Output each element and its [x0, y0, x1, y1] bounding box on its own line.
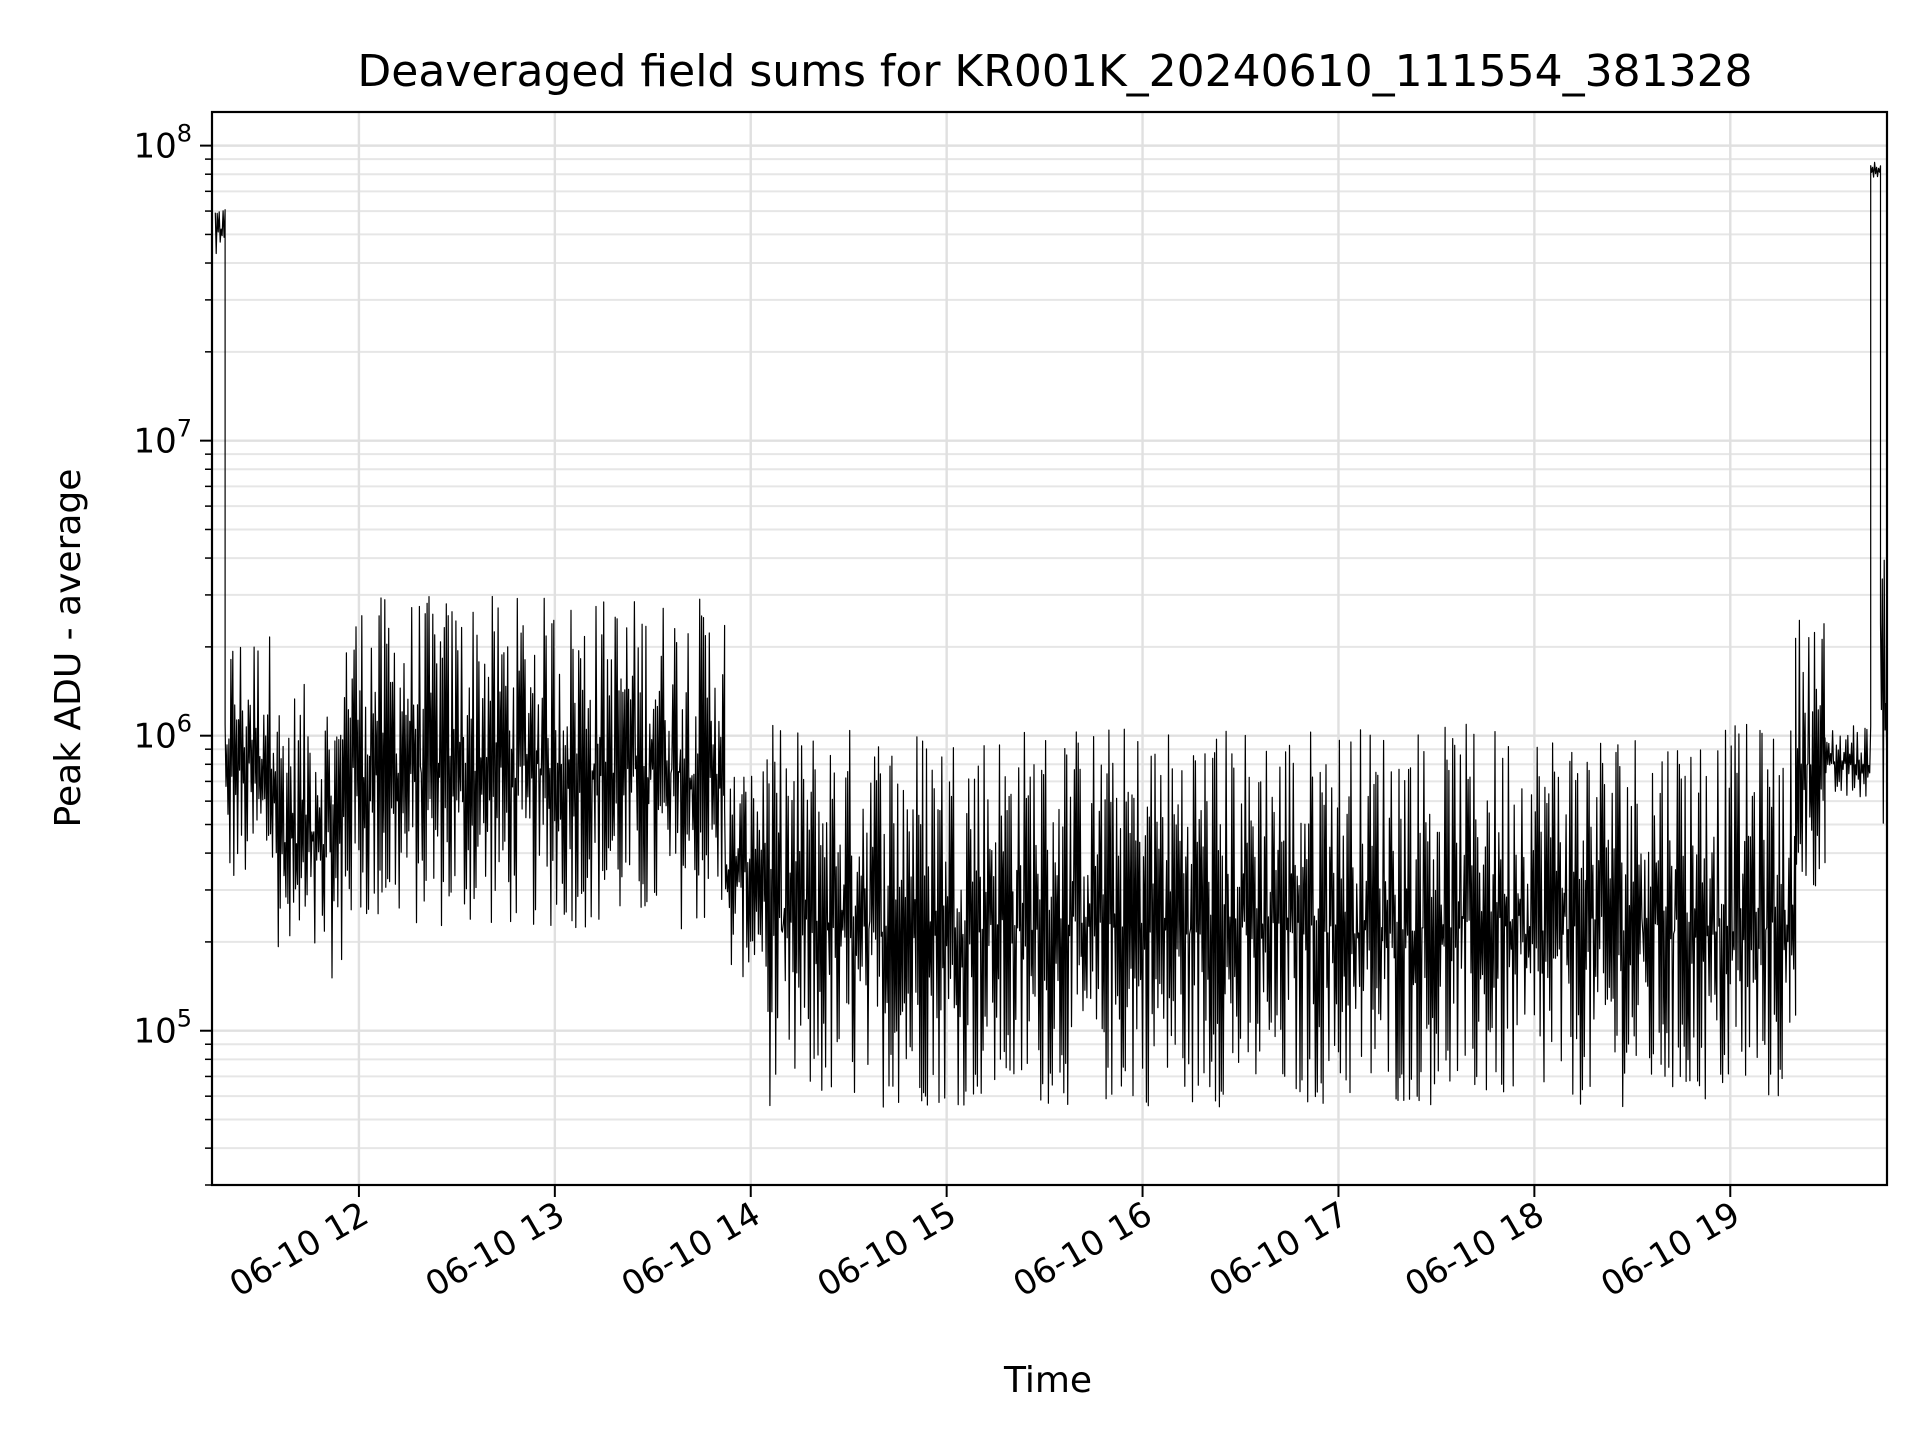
x-tick-label: 06-10 12: [223, 1194, 375, 1305]
y-tick-label: 105: [133, 1005, 192, 1052]
chart-title: Deaveraged field sums for KR001K_2024061…: [357, 46, 1752, 97]
x-tick-label: 06-10 13: [419, 1194, 571, 1305]
y-tick-label: 107: [133, 415, 192, 462]
y-tick-label: 108: [133, 120, 192, 167]
x-tick-label: 06-10 15: [811, 1194, 963, 1305]
x-axis: 06-10 12 06-10 13 06-10 14 06-10 15 06-10 16…: [223, 1185, 1747, 1305]
x-tick-label: 06-10 16: [1007, 1194, 1159, 1305]
x-tick-label: 06-10 14: [615, 1194, 767, 1305]
y-axis: 105 106 107 108: [133, 120, 212, 1186]
series-line: [214, 161, 1888, 1108]
y-axis-label: Peak ADU - average: [48, 469, 89, 828]
plot-frame: [210, 110, 1889, 1187]
x-tick-label: 06-10 17: [1203, 1194, 1355, 1305]
series-path: [214, 161, 1888, 1108]
y-tick-label: 106: [133, 710, 192, 757]
x-tick-label: 06-10 19: [1594, 1194, 1746, 1305]
x-tick-label: 06-10 18: [1398, 1194, 1550, 1305]
x-axis-label: Time: [1003, 1360, 1092, 1401]
